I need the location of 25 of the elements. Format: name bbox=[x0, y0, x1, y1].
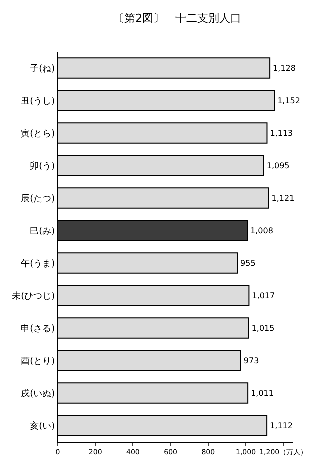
y-tick-label: 卯(う) bbox=[30, 160, 56, 172]
data-label: 955 bbox=[240, 258, 256, 268]
y-tick-label: 子(ね) bbox=[30, 63, 56, 74]
y-tick-label: 丑(うし) bbox=[21, 96, 56, 107]
y-tick-label: 未(ひつじ) bbox=[12, 290, 56, 302]
y-tick-label: 申(さる) bbox=[21, 323, 56, 334]
y-tick-label: 戌(いぬ) bbox=[21, 388, 56, 400]
data-label: 1,095 bbox=[266, 161, 290, 170]
data-label: 1,152 bbox=[278, 96, 300, 106]
data-label: 1,121 bbox=[272, 194, 295, 203]
data-label: 1,011 bbox=[251, 388, 274, 398]
y-tick-label: 巳(み) bbox=[30, 226, 56, 237]
data-label: 973 bbox=[244, 356, 260, 366]
y-tick-label: 寅(とら) bbox=[21, 128, 56, 140]
data-label: 1,015 bbox=[252, 324, 275, 333]
y-tick-label: 午(うま) bbox=[21, 258, 56, 270]
data-label: 1,017 bbox=[252, 291, 276, 300]
y-tick-label: 酉(とり) bbox=[21, 356, 56, 367]
data-label: 1,112 bbox=[270, 421, 293, 430]
data-label: 1,113 bbox=[270, 128, 294, 138]
data-label: 1,128 bbox=[273, 64, 296, 73]
data-label: 1,008 bbox=[250, 226, 274, 236]
y-tick-label: 亥(い) bbox=[30, 420, 56, 432]
chart-title: 〔第2図〕 十二支別人口 bbox=[114, 12, 242, 25]
y-tick-label: 辰(たつ) bbox=[21, 193, 56, 204]
